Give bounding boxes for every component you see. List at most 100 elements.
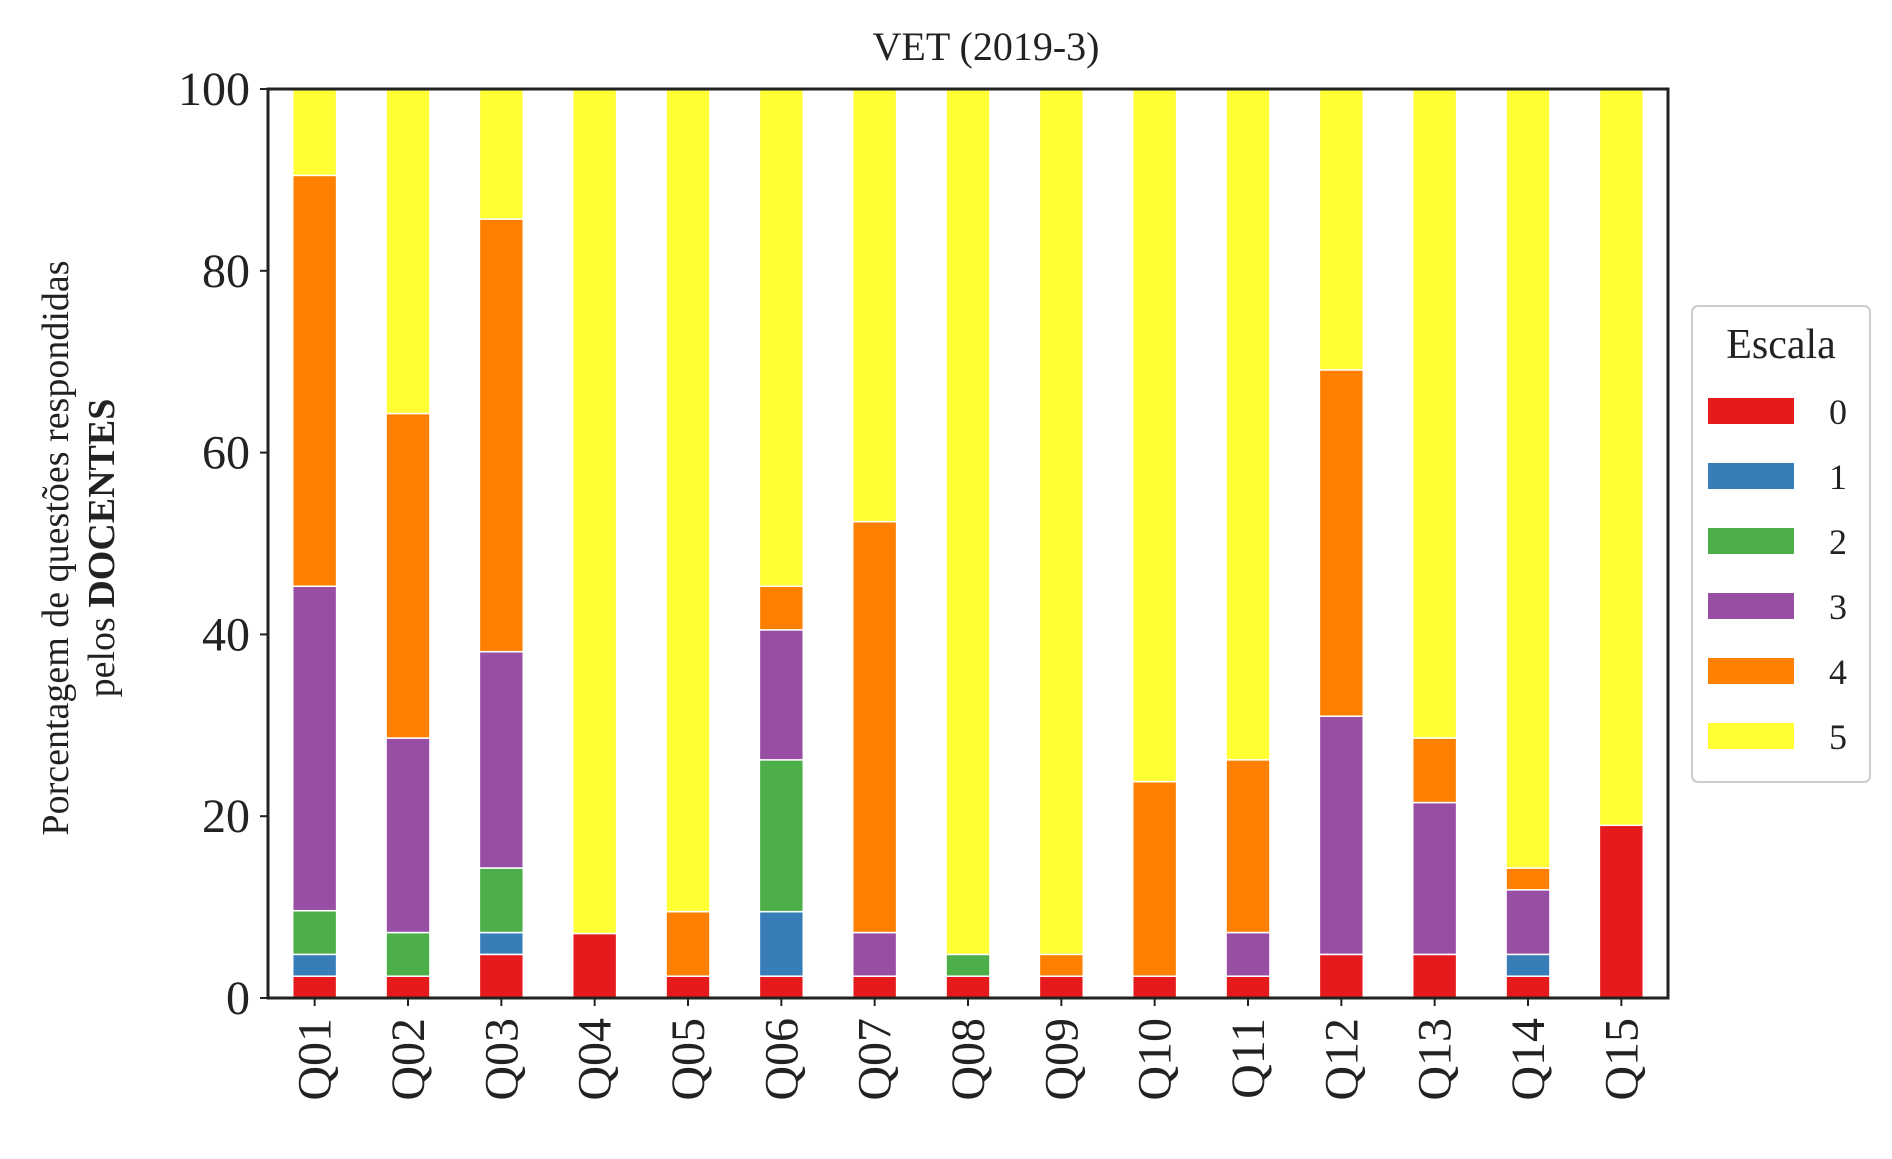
x-tick-label-q12: Q12 [1315, 1018, 1368, 1101]
x-tick-label-q06: Q06 [755, 1018, 808, 1101]
x-tick-label-q14: Q14 [1502, 1018, 1555, 1101]
legend-items: 0 1 2 3 4 5 [1708, 392, 1847, 757]
y-axis-label-line1: Porcentagem de questões respondidas [35, 260, 77, 835]
y-tick-label: 0 [226, 972, 250, 1025]
x-tick-label-q04: Q04 [569, 1018, 622, 1101]
bar-q10-scale-5 [1131, 88, 1178, 783]
bar-q11-scale-5 [1225, 88, 1271, 761]
bar-q02-scale-3 [385, 737, 431, 934]
bar-q09-scale-5 [1038, 88, 1085, 956]
bar-q01-scale-0 [291, 975, 338, 999]
legend-swatch-3 [1708, 593, 1794, 619]
x-axis-ticks: Q01 Q02 Q03 Q04 Q05 Q06 Q07 Q08 Q09 Q10 Q11 Q12 Q13 Q… [289, 998, 1648, 1101]
bar-q14-scale-4 [1505, 867, 1551, 891]
bar-q13-scale-4 [1411, 737, 1458, 804]
x-tick-label-q10: Q10 [1129, 1018, 1182, 1101]
legend: Escala 0 1 2 3 4 5 [1691, 305, 1871, 783]
bar-q06-scale-2 [758, 759, 805, 913]
bar-q14-scale-3 [1505, 889, 1551, 956]
x-tick-label-q15: Q15 [1595, 1018, 1648, 1101]
bar-q03-scale-2 [478, 867, 525, 934]
y-tick-label: 80 [202, 245, 250, 298]
bar-q03-scale-0 [478, 953, 525, 999]
bar-q14-scale-0 [1505, 975, 1551, 999]
legend-label-4: 4 [1829, 652, 1847, 692]
bar-q01-scale-4 [291, 174, 338, 587]
bar-q03-scale-1 [478, 931, 525, 956]
bar-q01-scale-5 [291, 88, 338, 177]
bar-q15-scale-5 [1598, 88, 1645, 827]
bar-q01-scale-2 [291, 909, 338, 956]
y-tick-label: 100 [178, 63, 250, 116]
bar-q14-scale-5 [1505, 88, 1551, 869]
bar-q06-scale-4 [758, 585, 805, 631]
legend-label-0: 0 [1829, 392, 1847, 432]
bar-q06-scale-0 [758, 975, 805, 999]
legend-label-5: 5 [1829, 717, 1847, 757]
legend-swatch-5 [1708, 723, 1794, 749]
bar-q08-scale-2 [945, 953, 991, 977]
bar-q10-scale-0 [1131, 975, 1178, 999]
legend-swatch-1 [1708, 463, 1794, 489]
x-tick-label-q02: Q02 [382, 1018, 435, 1101]
bar-q07-scale-0 [851, 975, 898, 999]
y-tick-label: 40 [202, 608, 250, 661]
bar-q11-scale-4 [1225, 759, 1271, 934]
bar-q10-scale-4 [1131, 780, 1178, 977]
bar-q05-scale-5 [665, 88, 711, 913]
bar-q02-scale-5 [385, 88, 431, 415]
bar-q06-scale-1 [758, 910, 805, 977]
bar-q11-scale-3 [1225, 931, 1271, 977]
bar-q12-scale-5 [1318, 88, 1365, 371]
chart-title: VET (2019-3) [873, 24, 1100, 69]
bar-q13-scale-5 [1411, 88, 1458, 739]
bar-q05-scale-0 [665, 975, 711, 999]
x-tick-label-q08: Q08 [942, 1018, 995, 1101]
x-tick-label-q09: Q09 [1035, 1018, 1088, 1101]
bar-q09-scale-4 [1038, 953, 1085, 977]
legend-swatch-2 [1708, 528, 1794, 554]
bar-q12-scale-4 [1318, 369, 1365, 717]
legend-swatch-4 [1708, 658, 1794, 684]
y-axis-ticks: 0 20 40 60 80 100 [178, 63, 268, 1025]
bar-q12-scale-0 [1318, 953, 1365, 999]
plot-frame [266, 87, 1670, 1000]
bar-q03-scale-3 [478, 650, 525, 869]
bar-q02-scale-2 [385, 931, 431, 977]
bar-q09-scale-0 [1038, 975, 1085, 999]
bar-q07-scale-3 [851, 931, 898, 977]
bar-q07-scale-5 [851, 88, 898, 523]
legend-swatch-0 [1708, 398, 1794, 424]
x-tick-label-q01: Q01 [289, 1018, 342, 1101]
bar-q13-scale-0 [1411, 953, 1458, 999]
bar-q07-scale-4 [851, 520, 898, 934]
legend-label-2: 2 [1829, 522, 1847, 562]
x-tick-label-q07: Q07 [849, 1018, 902, 1101]
x-tick-label-q13: Q13 [1409, 1018, 1462, 1101]
bar-q01-scale-1 [291, 953, 338, 977]
x-tick-label-q11: Q11 [1222, 1018, 1275, 1099]
bar-q05-scale-4 [665, 910, 711, 977]
bar-q06-scale-5 [758, 88, 805, 587]
legend-label-1: 1 [1829, 457, 1847, 497]
bar-q12-scale-3 [1318, 715, 1365, 956]
y-axis-label-prefix: pelos [81, 608, 123, 698]
bar-q02-scale-4 [385, 412, 431, 739]
x-tick-label-q03: Q03 [475, 1018, 528, 1101]
bar-q08-scale-5 [945, 88, 991, 956]
bar-q13-scale-3 [1411, 801, 1458, 956]
y-axis-label: Porcentagem de questões respondidas pelo… [35, 260, 123, 835]
y-axis-label-line2: pelos DOCENTES [81, 399, 123, 698]
bar-q08-scale-0 [945, 975, 991, 999]
bar-q14-scale-1 [1505, 953, 1551, 977]
bar-q01-scale-3 [291, 585, 338, 912]
legend-label-3: 3 [1829, 587, 1847, 627]
bar-q11-scale-0 [1225, 975, 1271, 999]
bar-q04-scale-0 [571, 932, 618, 999]
bar-q06-scale-3 [758, 629, 805, 761]
bar-q03-scale-4 [478, 218, 525, 653]
bar-q04-scale-5 [571, 88, 618, 935]
x-tick-label-q05: Q05 [662, 1018, 715, 1101]
y-axis-label-bold: DOCENTES [81, 399, 123, 608]
